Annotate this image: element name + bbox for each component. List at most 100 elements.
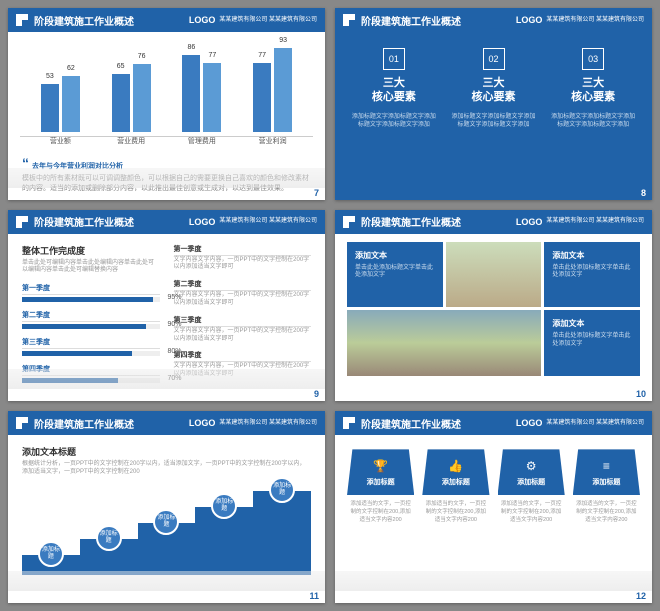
progress-item: 第二季度 90% <box>22 310 160 329</box>
progress-bar: 80% <box>22 351 160 356</box>
feature-card: 👍添加标题添加适当的文字，一页控制的文字控制在200,添加适当文字内容200 <box>422 449 489 524</box>
quarter-title: 第三季度 <box>174 315 312 327</box>
step-circle: 添加标题 <box>269 477 295 503</box>
card-icon: ≡ <box>577 459 636 473</box>
feature-card: ⚙ 添加标题添加适当的文字，一页控制的文字控制在200,添加适当文字内容200 <box>498 449 565 524</box>
header-sub: 某某建筑有限公司 某某建筑有限公司 <box>546 218 644 225</box>
slide-8: 阶段建筑施工作业概述 LOGO 某某建筑有限公司 某某建筑有限公司 01三大核心… <box>335 8 652 200</box>
card-desc: 添加适当的文字，一页控制的文字控制在200,添加适当文字内容200 <box>573 501 640 524</box>
bar-group: 8677管理费用 <box>176 37 229 132</box>
skyline-decoration <box>335 571 652 591</box>
card-icon: ⚙ <box>502 459 561 473</box>
logo-icon <box>16 14 28 26</box>
card-desc: 添加适当的文字，一页控制的文字控制在200,添加适当文字内容200 <box>498 501 565 524</box>
progress-label: 第三季度 <box>22 337 160 349</box>
header-logo: LOGO <box>189 217 216 227</box>
bar-value: 86 <box>182 44 200 51</box>
text-box: 添加文本单击此处添加标题文字单击此处添加文字 <box>544 310 640 376</box>
slide-number: 10 <box>636 389 646 399</box>
progress-item: 第三季度 80% <box>22 337 160 356</box>
card-row: 01三大核心要素添加标题文字添加标题文字添加标题文字添加标题文字添加 02 三大核心… <box>335 32 652 129</box>
quarter-desc: 文字内容文字内容，一页PPT中的文字控制在200字以内添加适当文字即可 <box>174 257 312 273</box>
core-card: 01三大核心要素添加标题文字添加标题文字添加标题文字添加标题文字添加 <box>349 48 439 129</box>
header: 阶段建筑施工作业概述 LOGO 某某建筑有限公司 某某建筑有限公司 <box>8 411 325 435</box>
slide-7: 阶段建筑施工作业概述 LOGO 某某建筑有限公司 某某建筑有限公司 5362营业… <box>8 8 325 200</box>
slide-12: 阶段建筑施工作业概述 LOGO 某某建筑有限公司 某某建筑有限公司 🏆添加标题添… <box>335 411 652 603</box>
bar-value: 65 <box>112 63 130 70</box>
step-stairs: 添加标题添加标题添加标题添加标题添加标题 <box>8 485 325 575</box>
box-title: 添加文本 <box>552 250 632 261</box>
step-circle: 添加标题 <box>211 493 237 519</box>
header-sub: 某某建筑有限公司 某某建筑有限公司 <box>219 218 317 225</box>
logo-icon <box>343 216 355 228</box>
bar-label: 营业利润 <box>246 136 299 146</box>
bar-label: 营业额 <box>34 136 87 146</box>
bar-group: 6576营业费用 <box>105 37 158 132</box>
card-title: 添加标题 <box>577 477 636 487</box>
card-title: 添加标题 <box>351 477 410 487</box>
bar-group: 7793营业利润 <box>246 37 299 132</box>
bar: 53 <box>41 84 59 132</box>
card-header: 👍添加标题 <box>422 449 489 495</box>
progress-label: 第一季度 <box>22 283 160 295</box>
text-box: 添加文本单击此处添加标题文字单击此处添加文字 <box>544 242 640 308</box>
bar: 93 <box>274 48 292 132</box>
bar-chart: 5362营业额6576营业费用8677管理费用7793营业利润 <box>20 32 313 137</box>
card-number: 02 <box>483 48 505 70</box>
card-header: ⚙ 添加标题 <box>498 449 565 495</box>
box-desc: 单击此处添加标题文字单击此处添加文字 <box>552 333 632 349</box>
header-sub: 某某建筑有限公司 某某建筑有限公司 <box>546 17 644 24</box>
header-title: 阶段建筑施工作业概述 <box>34 214 189 229</box>
logo-icon <box>16 216 28 228</box>
section-desc: 单击此处可编辑内容单击此处编辑内容单击此处可以编辑内容单击此处可编辑替换内容 <box>22 260 160 276</box>
bar: 77 <box>253 63 271 132</box>
step-circle: 添加标题 <box>96 525 122 551</box>
header: 阶段建筑施工作业概述 LOGO 某某建筑有限公司 某某建筑有限公司 <box>335 210 652 234</box>
progress-fill <box>22 351 132 356</box>
construction-image <box>446 242 542 308</box>
bar: 77 <box>203 63 221 132</box>
card-header: 🏆 添加标题 <box>347 449 414 495</box>
progress-bar: 90% <box>22 324 160 329</box>
quarter-desc: 文字内容文字内容，一页PPT中的文字控制在200字以内添加适当文字即可 <box>174 328 312 344</box>
skyline-decoration <box>8 369 325 389</box>
step: 添加标题 <box>195 507 253 575</box>
logo-icon <box>343 417 355 429</box>
step: 添加标题 <box>138 523 196 575</box>
card-title: 三大核心要素 <box>548 76 638 105</box>
box-desc: 单击此处添加标题文字单击此处添加文字 <box>552 265 632 281</box>
progress-label: 第二季度 <box>22 310 160 322</box>
card-title: 添加标题 <box>502 477 561 487</box>
bar-value: 77 <box>253 52 271 59</box>
quarter-title: 第四季度 <box>174 350 312 362</box>
card-title: 三大核心要素 <box>449 76 539 105</box>
quarter-desc: 文字内容文字内容，一页PPT中的文字控制在200字以内添加适当文字即可 <box>174 292 312 308</box>
header-logo: LOGO <box>189 418 216 428</box>
card-row: 🏆 添加标题添加适当的文字，一页控制的文字控制在200,添加适当文字内容200 👍添… <box>335 435 652 538</box>
header-logo: LOGO <box>189 15 216 25</box>
header-logo: LOGO <box>516 15 543 25</box>
skyline-decoration <box>8 168 325 188</box>
progress-value: 95% <box>167 294 181 301</box>
bar: 76 <box>133 64 151 132</box>
header-sub: 某某建筑有限公司 某某建筑有限公司 <box>219 17 317 24</box>
header: 阶段建筑施工作业概述 LOGO 某某建筑有限公司 某某建筑有限公司 <box>8 8 325 32</box>
header-title: 阶段建筑施工作业概述 <box>361 214 516 229</box>
header-title: 阶段建筑施工作业概述 <box>34 13 189 28</box>
header: 阶段建筑施工作业概述 LOGO 某某建筑有限公司 某某建筑有限公司 <box>335 8 652 32</box>
section-desc: 根据统计分析，一页PPT中的文字控制在200字以内，适当添加文字，一页PPT中的… <box>22 461 311 477</box>
card-icon: 🏆 <box>351 459 410 473</box>
quarter-item: 第二季度文字内容文字内容，一页PPT中的文字控制在200字以内添加适当文字即可 <box>174 279 312 308</box>
box-title: 添加文本 <box>552 318 632 329</box>
progress-item: 第一季度95% <box>22 283 160 302</box>
bar-label: 管理费用 <box>176 136 229 146</box>
bar-value: 77 <box>203 52 221 59</box>
progress-fill <box>22 324 146 329</box>
step: 添加标题 <box>80 539 138 575</box>
logo-icon <box>343 14 355 26</box>
slide-number: 9 <box>314 389 319 399</box>
slide-number: 8 <box>641 188 646 198</box>
step-circle: 添加标题 <box>38 541 64 567</box>
slide-9: 阶段建筑施工作业概述 LOGO 某某建筑有限公司 某某建筑有限公司 整体工作完成… <box>8 210 325 402</box>
bar-label: 营业费用 <box>105 136 158 146</box>
